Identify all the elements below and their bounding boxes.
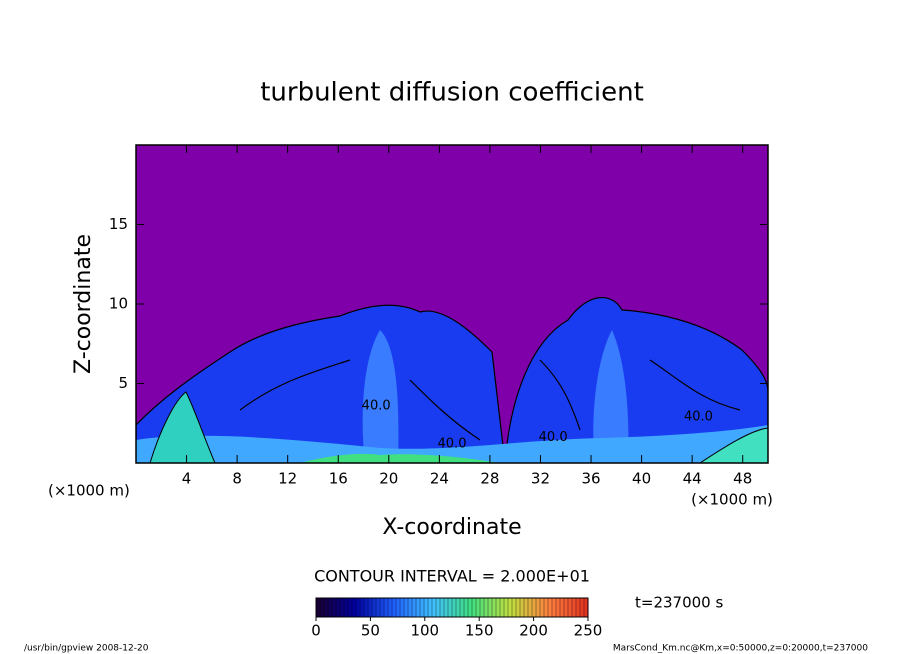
x-tick-label: 16 xyxy=(329,470,348,488)
y-unit: (×1000 m) xyxy=(691,491,773,509)
contour-label: 40.0 xyxy=(438,436,467,451)
footer-right: MarsCond_Km.nc@Km,x=0:50000,z=0:20000,t=… xyxy=(613,644,868,654)
x-tick-label: 48 xyxy=(733,470,752,488)
field-region xyxy=(149,391,216,463)
x-tick-label: 4 xyxy=(182,470,192,488)
x-tick-label: 24 xyxy=(430,470,449,488)
contour-line xyxy=(239,359,741,441)
colorbar-tick-label: 250 xyxy=(574,622,603,640)
footer-left: /usr/bin/gpview 2008-12-20 xyxy=(24,644,149,654)
colorbar-tick-label: 50 xyxy=(361,622,380,640)
field xyxy=(136,296,768,463)
x-tick-label: 20 xyxy=(379,470,398,488)
x-tick-label: 12 xyxy=(278,470,297,488)
field-region xyxy=(593,330,629,463)
x-tick-label: 28 xyxy=(480,470,499,488)
chart-title: turbulent diffusion coefficient xyxy=(260,78,644,108)
colorbar-tick-label: 0 xyxy=(311,622,321,640)
x-unit: (×1000 m) xyxy=(48,482,130,500)
contour-interval: CONTOUR INTERVAL = 2.000E+01 xyxy=(314,567,590,586)
contour-label: 40.0 xyxy=(539,430,568,445)
field-region xyxy=(300,453,500,463)
field-region xyxy=(136,304,506,463)
contour-label: 40.0 xyxy=(684,409,713,424)
field-region xyxy=(136,425,768,463)
colorbar xyxy=(315,597,589,618)
colorbar-tick-label: 150 xyxy=(465,622,494,640)
y-tick-label: 10 xyxy=(109,295,128,313)
y-axis-label: Z-coordinate xyxy=(71,234,96,374)
x-tick-label: 8 xyxy=(232,470,242,488)
x-tick-label: 32 xyxy=(531,470,550,488)
x-tick-label: 36 xyxy=(581,470,600,488)
contour-label: 40.0 xyxy=(362,398,391,413)
colorbar-tick-label: 100 xyxy=(410,622,439,640)
x-tick-label: 40 xyxy=(632,470,651,488)
time-label: t=237000 s xyxy=(635,594,723,612)
field-region xyxy=(504,296,768,463)
field-region xyxy=(362,330,399,463)
x-axis-label: X-coordinate xyxy=(382,515,521,540)
y-tick-label: 5 xyxy=(118,374,128,392)
y-tick-label: 15 xyxy=(109,215,128,233)
x-tick-label: 44 xyxy=(683,470,702,488)
colorbar-tick-label: 200 xyxy=(519,622,548,640)
